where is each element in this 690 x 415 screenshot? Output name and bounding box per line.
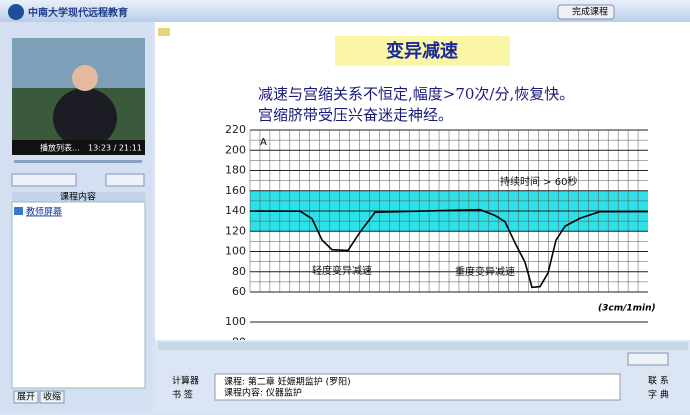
slide-line: 宫缩脐带受压兴奋迷走神经。 <box>258 106 453 124</box>
video-person <box>53 88 117 148</box>
y-tick-label: 160 <box>225 184 246 197</box>
expand-label: 展开 <box>17 392 35 403</box>
panel-label: A <box>260 137 267 148</box>
fhr-trace <box>249 208 649 289</box>
collapse-button[interactable] <box>39 390 65 404</box>
y-tick-label: 80 <box>232 265 246 278</box>
slide-title: 变异减速 <box>386 40 458 62</box>
slide-icon <box>158 28 170 36</box>
complete-button[interactable] <box>557 4 615 20</box>
video-face <box>72 65 98 91</box>
slide-line: 减速与宫缩关系不恒定,幅度>70次/分,恢复快。 <box>258 85 574 103</box>
footer-right[interactable]: 联 系 <box>648 376 669 387</box>
footer-right[interactable]: 字 典 <box>648 389 669 401</box>
slide-title-box <box>335 36 510 66</box>
scrollbar[interactable] <box>158 342 688 350</box>
progress[interactable] <box>14 160 142 163</box>
y-tick-label: 60 <box>232 285 246 298</box>
logo-text: 中南大学现代远程教育 <box>28 6 128 19</box>
y-tick-label: 180 <box>225 164 246 177</box>
playlist[interactable]: 播放列表... <box>40 143 80 153</box>
annotation: 持续时间 > 60秒 <box>500 175 577 188</box>
slide <box>155 22 690 340</box>
annotation: 轻度变异减速 <box>312 264 372 277</box>
view-buttons[interactable] <box>627 352 669 366</box>
expand-button[interactable] <box>13 390 39 404</box>
y-tick-label: 220 <box>225 123 246 136</box>
tools[interactable] <box>105 173 145 187</box>
tree <box>11 201 146 389</box>
y-tick-label: 120 <box>225 224 246 237</box>
y-tick-label: 100 <box>225 245 246 258</box>
tree-item[interactable]: 教师屏幕 <box>26 206 62 218</box>
time: 13:23 / 21:11 <box>88 144 142 153</box>
footer-left[interactable]: 书 签 <box>172 389 193 401</box>
content-title: 课程内容 <box>60 191 96 203</box>
annotation: 重度变异减速 <box>455 265 515 278</box>
y-tick-label: 200 <box>225 143 246 156</box>
tree-icon <box>14 207 23 215</box>
content-header <box>12 192 145 202</box>
speed: (3cm/1min) <box>598 304 656 314</box>
course-content: 课程内容: 仪器监护 <box>224 387 302 399</box>
collapse-label: 收缩 <box>43 391 61 403</box>
y-tick-label: 140 <box>225 204 246 217</box>
info-box <box>214 373 621 401</box>
complete-label: 完成课程 <box>572 6 608 18</box>
footer-left[interactable]: 计算器 <box>172 375 199 387</box>
course: 课程: 第二章 妊娠期监护 (罗阳) <box>224 376 351 388</box>
video-bar <box>12 140 145 155</box>
lower-tick-label: 100 <box>225 315 246 328</box>
transport[interactable] <box>11 173 77 187</box>
logo-icon <box>8 4 24 20</box>
header-bar <box>0 0 690 22</box>
